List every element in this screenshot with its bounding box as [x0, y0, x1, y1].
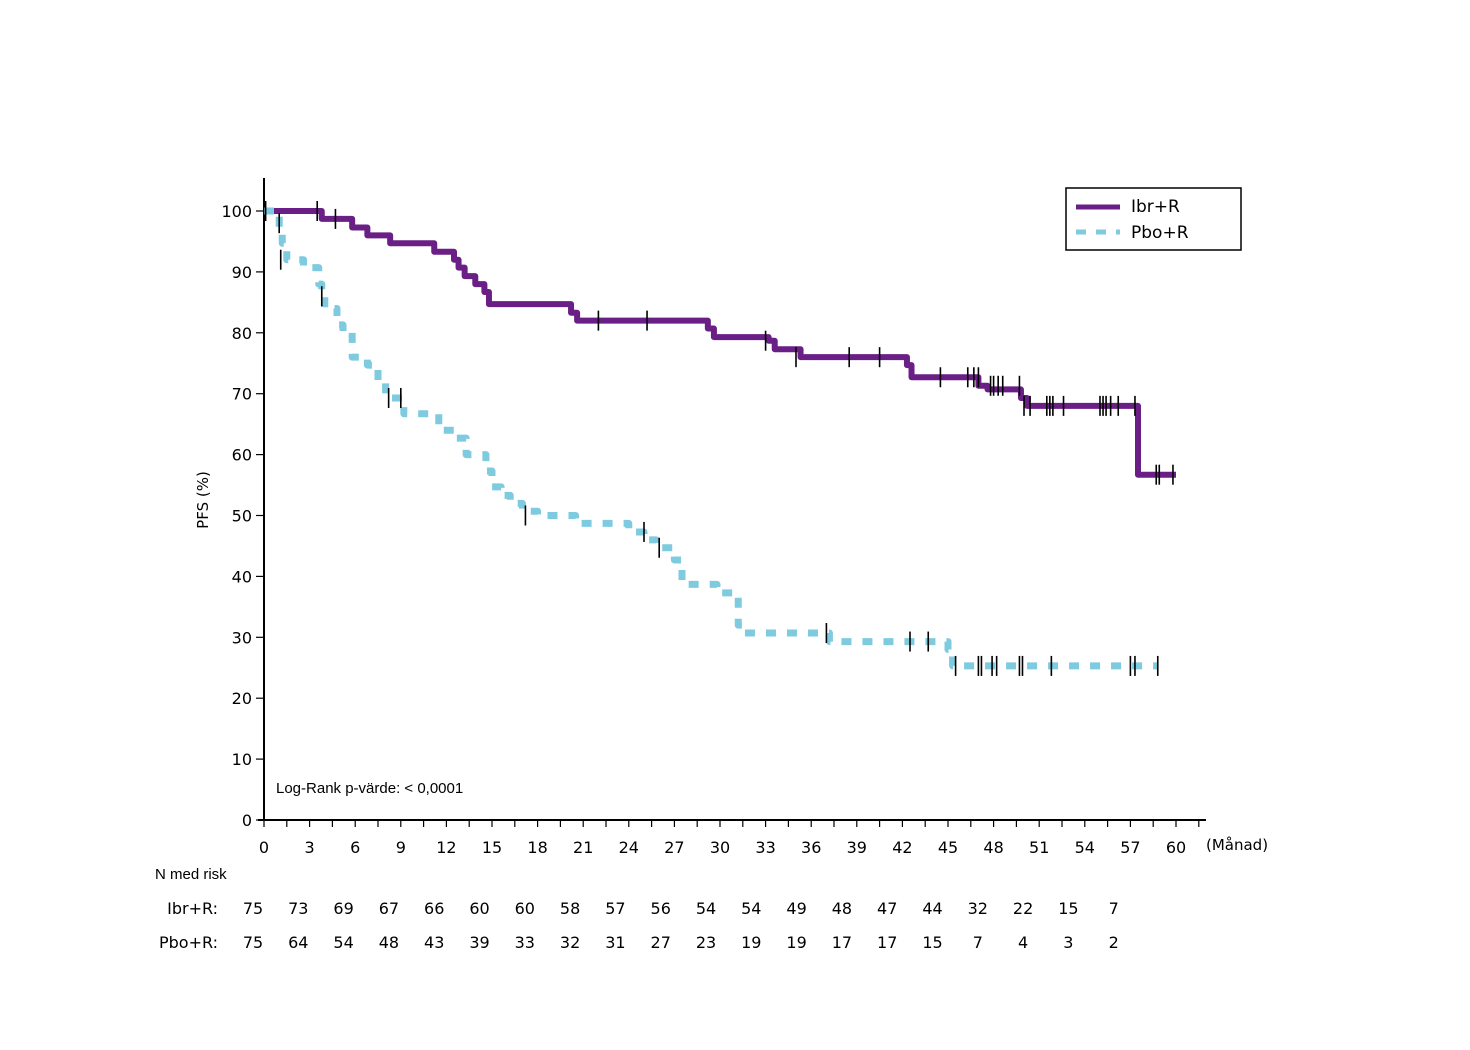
- risk-value: 47: [877, 899, 897, 918]
- risk-value: 33: [515, 933, 535, 952]
- x-tick-label: 57: [1120, 838, 1140, 857]
- x-tick-label: 0: [259, 838, 269, 857]
- risk-value: 7: [1109, 899, 1119, 918]
- censor-marks: [264, 201, 1174, 676]
- x-tick-label: 33: [755, 838, 775, 857]
- risk-value: 75: [243, 899, 263, 918]
- risk-value: 69: [333, 899, 353, 918]
- risk-value: 31: [605, 933, 625, 952]
- risk-value: 2: [1109, 933, 1119, 952]
- x-tick-label: 51: [1029, 838, 1049, 857]
- x-tick-label: 9: [396, 838, 406, 857]
- y-axis-title: PFS (%): [194, 471, 212, 529]
- legend-box: [1065, 187, 1242, 251]
- risk-value: 23: [696, 933, 716, 952]
- risk-value: 39: [469, 933, 489, 952]
- risk-values: 75 73 69 67 66 60 60 58 57 56 54 54 49 48 47 44 32 22 15 77…: [243, 899, 1119, 952]
- risk-value: 17: [877, 933, 897, 952]
- y-tick-label: 60: [232, 446, 252, 465]
- x-tick-label: 30: [710, 838, 730, 857]
- x-tick-label: 39: [847, 838, 867, 857]
- risk-value: 19: [786, 933, 806, 952]
- curves: [264, 207, 1176, 670]
- x-axis-unit-label: (Månad): [1206, 836, 1268, 854]
- risk-value: 75: [243, 933, 263, 952]
- y-tick-label: 40: [232, 567, 252, 586]
- y-tick-label: 30: [232, 628, 252, 647]
- y-tick-label: 90: [232, 263, 252, 282]
- x-tick-label: 42: [892, 838, 912, 857]
- log-rank-annotation: Log-Rank p-värde: < 0,0001: [276, 780, 463, 797]
- y-tick-label: 80: [232, 324, 252, 343]
- x-tick-label: 48: [983, 838, 1003, 857]
- x-tick-label: 27: [664, 838, 684, 857]
- legend: Ibr+R Pbo+R: [1065, 187, 1242, 251]
- x-tick-label: 15: [482, 838, 502, 857]
- risk-table: N med risk Ibr+R: Pbo+R: 75 73 69 67 66 60 60 5…: [155, 866, 1119, 952]
- risk-value: 32: [560, 933, 580, 952]
- x-tick-label: 36: [801, 838, 821, 857]
- risk-value: 43: [424, 933, 444, 952]
- x-tick-label: 6: [350, 838, 360, 857]
- legend-label-ibr-r: Ibr+R: [1131, 197, 1180, 217]
- y-tick-label: 0: [242, 811, 252, 830]
- y-tick-label: 100: [221, 202, 252, 221]
- risk-value: 54: [333, 933, 353, 952]
- risk-value: 32: [968, 899, 988, 918]
- risk-value: 48: [832, 899, 852, 918]
- risk-row-label-pbo-r: Pbo+R:: [159, 933, 218, 952]
- risk-table-title: N med risk: [155, 866, 227, 883]
- km-curve-ibr-r: [264, 208, 1176, 478]
- risk-value: 49: [786, 899, 806, 918]
- y-tick-label: 70: [232, 385, 252, 404]
- risk-value: 66: [424, 899, 444, 918]
- risk-value: 60: [515, 899, 535, 918]
- x-tick-label: 24: [619, 838, 639, 857]
- x-tick-label: 45: [938, 838, 958, 857]
- legend-label-pbo-r: Pbo+R: [1131, 223, 1189, 243]
- risk-value: 3: [1063, 933, 1073, 952]
- risk-value: 56: [651, 899, 671, 918]
- risk-value: 54: [741, 899, 761, 918]
- risk-value: 73: [288, 899, 308, 918]
- risk-row-label-ibr-r: Ibr+R:: [167, 899, 218, 918]
- risk-value: 48: [379, 933, 399, 952]
- x-tick-label: 12: [436, 838, 456, 857]
- risk-value: 19: [741, 933, 761, 952]
- x-tick-label: 54: [1075, 838, 1095, 857]
- axes: [258, 178, 1206, 821]
- x-tick-label: 60: [1166, 838, 1186, 857]
- risk-value: 57: [605, 899, 625, 918]
- risk-value: 7: [973, 933, 983, 952]
- x-ticks: 0 3 6 9 12 15 18 21 24 27 30 33 36 39 42 45 48 51 54 57 60: [259, 820, 1200, 857]
- risk-value: 54: [696, 899, 716, 918]
- x-tick-label: 21: [573, 838, 593, 857]
- y-tick-label: 50: [232, 507, 252, 526]
- y-tick-label: 10: [232, 750, 252, 769]
- risk-value: 17: [832, 933, 852, 952]
- x-tick-label: 18: [527, 838, 547, 857]
- y-tick-label: 20: [232, 689, 252, 708]
- risk-value: 22: [1013, 899, 1033, 918]
- y-ticks: 0 10 20 30 40 50 60 70 80 90 100: [221, 202, 264, 830]
- risk-value: 64: [288, 933, 308, 952]
- risk-value: 15: [922, 933, 942, 952]
- risk-value: 44: [922, 899, 942, 918]
- risk-value: 4: [1018, 933, 1028, 952]
- km-curve-pbo-r: [264, 207, 1158, 670]
- risk-value: 27: [651, 933, 671, 952]
- risk-value: 15: [1058, 899, 1078, 918]
- risk-value: 58: [560, 899, 580, 918]
- x-tick-label: 3: [305, 838, 315, 857]
- risk-value: 67: [379, 899, 399, 918]
- risk-value: 60: [469, 899, 489, 918]
